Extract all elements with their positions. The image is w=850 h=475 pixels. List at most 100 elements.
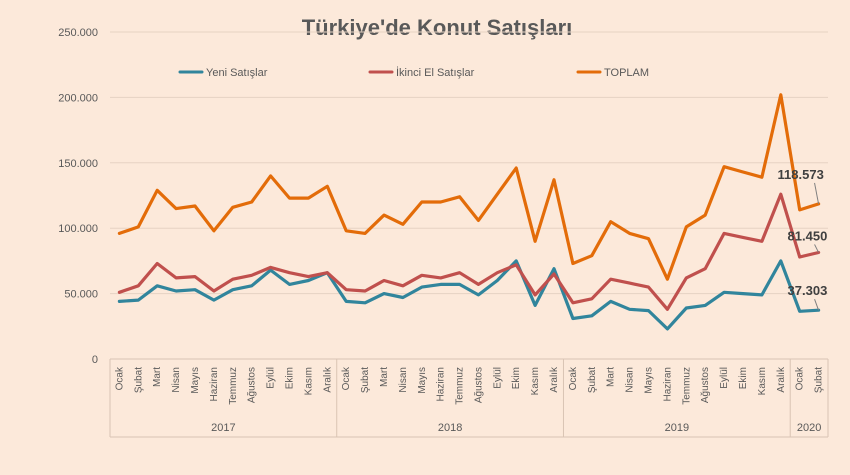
data-point [571, 317, 575, 320]
data-point [571, 262, 575, 265]
x-tick-label: Mart [379, 367, 390, 387]
data-point [590, 297, 594, 301]
data-point [439, 283, 442, 286]
data-point [477, 293, 480, 297]
data-point [212, 289, 216, 293]
series-line [117, 192, 821, 311]
x-tick-label: Kasım [757, 367, 768, 395]
year-label: 2017 [211, 422, 235, 434]
y-tick-label: 50.000 [64, 289, 98, 301]
data-point [118, 232, 121, 235]
x-tick-label: Ağustos [700, 367, 711, 403]
x-tick-label: Aralık [776, 366, 787, 393]
x-tick-label: Eylül [266, 367, 277, 389]
data-point [439, 200, 442, 204]
data-point [741, 236, 745, 239]
x-tick-label: Haziran [662, 367, 673, 401]
x-tick-label: Ocak [341, 366, 352, 390]
data-label: 118.573 [778, 167, 824, 182]
y-tick-label: 150.000 [58, 158, 98, 170]
x-tick-label: Şubat [587, 367, 598, 393]
x-tick-label: Mart [606, 367, 617, 387]
data-point [515, 166, 518, 170]
data-point [156, 262, 159, 265]
x-tick-label: Ağustos [473, 367, 484, 403]
data-point [137, 298, 140, 302]
x-tick-label: Ekim [285, 367, 296, 389]
data-point [250, 200, 253, 204]
data-point [722, 165, 726, 168]
data-point [779, 93, 782, 96]
data-point [269, 266, 272, 269]
data-point [779, 192, 782, 196]
data-point [269, 268, 272, 272]
data-point [496, 271, 499, 274]
legend-entry: Yeni Satışlar [206, 67, 268, 79]
data-point [288, 271, 291, 274]
x-tick-label: Ocak [568, 366, 579, 390]
legend-entry: TOPLAM [604, 67, 649, 79]
data-point [703, 267, 707, 270]
x-tick-label: Aralık [322, 366, 333, 393]
data-point [647, 309, 650, 312]
data-point [382, 213, 386, 217]
x-tick-label: Temmuz [681, 367, 692, 405]
data-point [401, 223, 405, 226]
data-point [156, 284, 159, 287]
x-tick-label: Ocak [795, 366, 806, 390]
data-point [760, 293, 764, 297]
data-label: 37.303 [788, 283, 828, 298]
data-point [137, 284, 140, 287]
data-point [250, 274, 253, 277]
x-tick-label: Ekim [738, 367, 749, 389]
data-point [571, 301, 575, 304]
x-tick-label: Ocak [114, 366, 125, 390]
data-point [363, 289, 367, 293]
data-point [458, 195, 461, 199]
data-point [628, 232, 631, 235]
data-point [344, 229, 348, 233]
data-point [458, 271, 461, 274]
data-point [533, 304, 537, 307]
data-point [137, 225, 140, 229]
data-point [420, 285, 423, 289]
x-tick-label: Nisan [171, 367, 182, 393]
data-point [760, 175, 764, 179]
data-point [212, 298, 216, 302]
data-point [174, 276, 178, 280]
data-point [798, 310, 801, 313]
data-point [382, 279, 386, 282]
x-tick-label: Şubat [814, 367, 825, 393]
data-point [722, 232, 726, 235]
y-tick-label: 250.000 [58, 27, 98, 39]
data-point [703, 213, 707, 217]
data-point [326, 271, 329, 274]
data-point [533, 240, 537, 243]
data-point [250, 284, 253, 287]
x-tick-label: Kasım [530, 367, 541, 395]
data-point [193, 204, 197, 208]
x-tick-label: Mayıs [190, 367, 201, 394]
x-tick-label: Ağustos [247, 367, 258, 403]
data-point [401, 296, 405, 299]
data-point [722, 291, 726, 294]
x-tick-label: Kasım [303, 367, 314, 395]
x-tick-label: Mart [152, 367, 163, 387]
data-point [647, 237, 650, 240]
data-point [609, 220, 612, 223]
x-tick-label: Haziran [436, 367, 447, 401]
data-point [496, 279, 499, 282]
data-point [515, 263, 518, 267]
data-point [609, 300, 612, 303]
data-point [515, 259, 518, 263]
data-point [420, 274, 423, 277]
data-point [193, 275, 197, 278]
data-point [363, 232, 367, 235]
data-label-leader [814, 244, 819, 253]
data-point [647, 285, 650, 289]
data-point [231, 206, 235, 209]
data-point [326, 185, 329, 188]
data-point [458, 283, 461, 286]
